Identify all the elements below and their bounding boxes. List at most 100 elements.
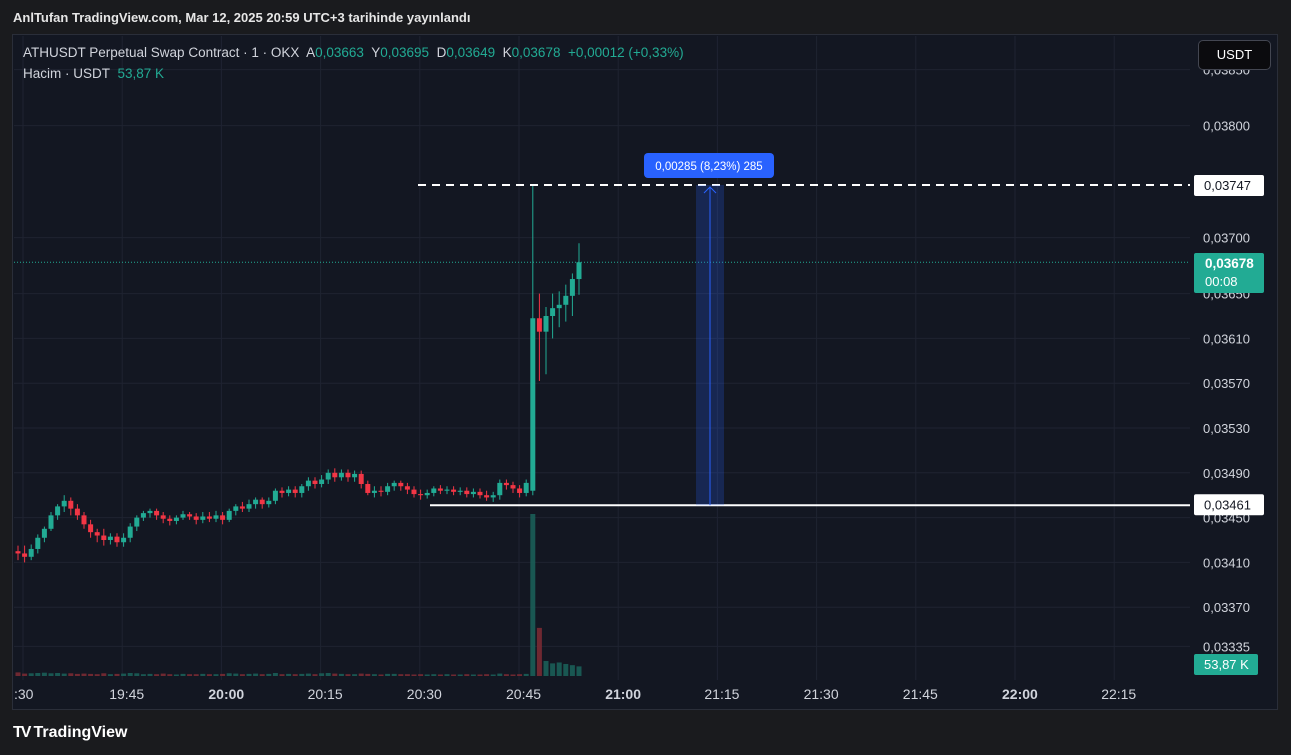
volume-bar xyxy=(286,673,292,676)
candle-body xyxy=(418,494,424,496)
volume-bar xyxy=(365,673,371,676)
volume-bar xyxy=(319,673,325,676)
volume-bar xyxy=(61,673,67,676)
volume-bar xyxy=(411,674,417,676)
x-tick-label: 21:30 xyxy=(804,686,839,702)
candle-body xyxy=(193,516,199,520)
volume-bar xyxy=(490,674,496,676)
candle-body xyxy=(497,482,503,496)
volume-bar xyxy=(220,673,226,676)
volume-label[interactable]: Hacim · USDT xyxy=(23,66,110,81)
candle-body xyxy=(523,482,529,493)
volume-tag xyxy=(1194,654,1258,675)
tradingview-footer: TV TradingView xyxy=(13,724,127,742)
volume-bar xyxy=(503,674,509,676)
candle-body xyxy=(173,517,179,521)
currency-button[interactable]: USDT xyxy=(1198,40,1271,70)
volume-bar xyxy=(48,673,54,676)
candle-body xyxy=(233,506,239,511)
volume-bar xyxy=(213,674,219,676)
candle-body xyxy=(292,489,298,493)
volume-bar xyxy=(497,673,503,676)
volume-bar xyxy=(107,674,113,676)
candle-body xyxy=(305,480,311,487)
volume-bar xyxy=(68,673,74,676)
low-label: D xyxy=(436,45,447,60)
candle-body xyxy=(352,473,358,478)
volume-bar xyxy=(101,673,107,676)
volume-bar xyxy=(556,662,562,676)
volume-bar xyxy=(154,674,160,676)
volume-bar xyxy=(147,673,153,676)
candle-body xyxy=(391,482,397,487)
y-tick-label: 0,03610 xyxy=(1203,331,1250,346)
volume-bar xyxy=(352,674,358,676)
candle-body xyxy=(200,516,206,520)
volume-bar xyxy=(246,673,252,676)
candle-body xyxy=(28,548,34,557)
y-tick-label: 0,03800 xyxy=(1203,119,1250,134)
high-label: Y xyxy=(371,45,381,60)
volume-bar xyxy=(167,674,173,676)
candle-body xyxy=(345,472,351,478)
volume-bar xyxy=(259,674,265,676)
candle-body xyxy=(563,295,569,305)
candle-body xyxy=(299,486,305,493)
candle-body xyxy=(121,537,127,543)
open-value: 0,03663 xyxy=(315,45,364,60)
candle-body xyxy=(127,526,133,538)
high-value: 0,03695 xyxy=(380,45,430,60)
candle-body xyxy=(114,536,120,543)
candle-body xyxy=(154,510,160,516)
measure-label-bg xyxy=(644,153,774,178)
change-value: +0,00012 (+0,33%) xyxy=(567,45,684,60)
volume-bar xyxy=(484,674,490,676)
volume-bar xyxy=(28,673,34,676)
close-value: 0,03678 xyxy=(511,45,561,60)
volume-value: 53,87 K xyxy=(117,66,165,81)
volume-bar xyxy=(325,672,331,676)
candle-body xyxy=(543,316,549,332)
volume-bar xyxy=(127,672,133,676)
candle-body xyxy=(464,490,470,495)
candle-body xyxy=(259,499,265,505)
volume-bar xyxy=(160,673,166,676)
volume-bar xyxy=(279,674,285,676)
volume-bar xyxy=(74,673,80,676)
volume-bar xyxy=(299,673,305,676)
candle-body xyxy=(424,492,430,496)
ohlc-legend: ATHUSDT Perpetual Swap Contract · 1 · OK… xyxy=(23,45,684,60)
volume-bar xyxy=(477,674,483,676)
volume-bar xyxy=(437,674,443,676)
low-value: 0,03649 xyxy=(446,45,496,60)
candle-body xyxy=(94,532,100,536)
volume-bar xyxy=(569,665,575,676)
volume-bar xyxy=(543,660,549,676)
volume-bar xyxy=(173,674,179,676)
symbol-title[interactable]: ATHUSDT Perpetual Swap Contract · 1 · OK… xyxy=(23,45,300,60)
candle-body xyxy=(385,486,391,492)
candle-body xyxy=(470,491,476,495)
volume-bar xyxy=(332,673,338,676)
candle-body xyxy=(451,489,457,492)
volume-bar xyxy=(523,673,529,676)
chart-frame[interactable] xyxy=(12,34,1278,710)
y-tick-label: 0,03335 xyxy=(1203,639,1250,654)
candle-body xyxy=(457,490,463,492)
candle-body xyxy=(332,472,338,478)
volume-bar xyxy=(41,672,47,676)
volume-bar xyxy=(418,674,424,676)
volume-bar xyxy=(81,673,87,676)
volume-bar xyxy=(338,673,344,676)
measure-label: 0,00285 (8,23%) 285 xyxy=(655,161,762,173)
volume-bar xyxy=(398,674,404,676)
volume-bar xyxy=(55,672,61,676)
tradingview-brand: TradingView xyxy=(33,724,128,741)
volume-bar xyxy=(266,673,272,676)
candle-body xyxy=(246,504,252,509)
candle-body xyxy=(365,484,371,493)
volume-bar xyxy=(451,674,457,676)
y-tick-label: 0,03700 xyxy=(1203,231,1250,246)
last-price-tag-label: 0,03678 xyxy=(1205,256,1254,271)
